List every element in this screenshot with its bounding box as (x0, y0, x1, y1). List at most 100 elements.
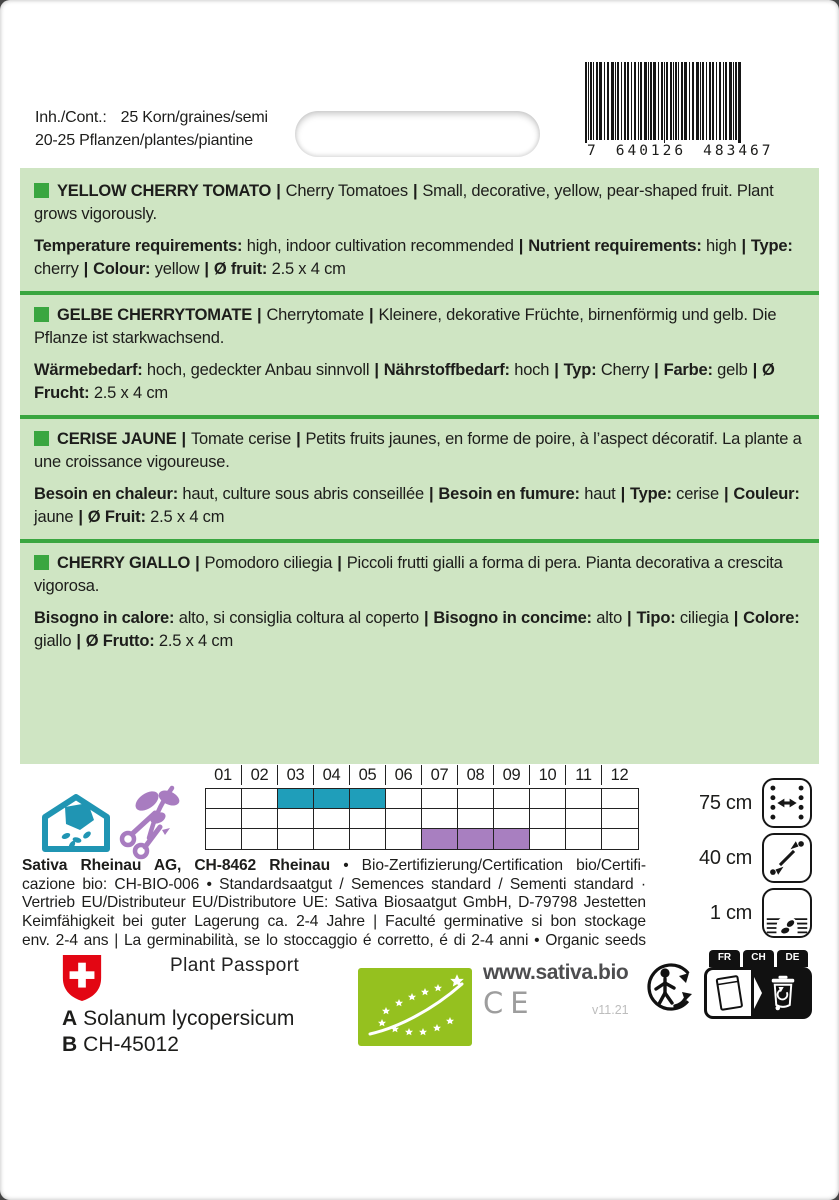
barcode-bar (664, 62, 665, 150)
contents-info: Inh./Cont.: 25 Korn/graines/semi 20-25 Pf… (35, 106, 268, 152)
separator: | (374, 361, 379, 379)
publisher-line: Vertrieb EU/Distributeur EU/Distributore… (22, 894, 646, 912)
passport-number-row: B CH-45012 (62, 1033, 179, 1057)
section-italian: CHERRY GIALLO | Pomodoro ciliegia | Piccoli … (20, 543, 819, 655)
calendar-cell (278, 809, 314, 829)
variety-subtitle: Cherrytomate (266, 306, 365, 324)
barcode-bar (666, 62, 668, 140)
barcode-bar (702, 62, 704, 140)
calendar-month-label: 09 (493, 765, 529, 785)
barcode-bar (648, 62, 649, 140)
barcode-bar (689, 62, 690, 140)
version-number: v11.21 (592, 1003, 629, 1017)
barcode-bar (627, 62, 629, 140)
barcode-bar (700, 62, 701, 140)
sowing-depth-label: 1 cm (709, 901, 752, 924)
paper-packet-icon (704, 967, 754, 1019)
plant-spacing-legend: 40 cm (688, 833, 812, 883)
barcode-bar (638, 62, 639, 140)
calendar-cell (494, 789, 530, 809)
sowing-calendar: 01 02 03 04 05 06 07 08 09 10 11 12 (205, 765, 639, 850)
calendar-cell-harvest (422, 829, 458, 849)
hang-hole (295, 111, 540, 157)
barcode-bar (607, 62, 609, 140)
variety-subtitle: Cherry Tomatoes (285, 182, 409, 200)
barcode-bar (588, 62, 589, 140)
publisher-line: env. 2-4 ans | La germinabilità, se lo s… (22, 931, 646, 949)
separator: | (412, 182, 418, 200)
calendar-cell-sowing-under-cover (314, 789, 350, 809)
variety-description: Petits fruits jaunes, en forme de poire,… (34, 430, 802, 471)
spec-key: Ø Fruit: (87, 508, 146, 526)
calendar-cell (350, 809, 386, 829)
calendar-cell (566, 829, 602, 849)
barcode: 7 640126 483467 (585, 62, 780, 159)
contents-value: 25 Korn/graines/semi (120, 109, 268, 126)
spec-value: alto, si consiglia coltura al coperto (174, 609, 419, 627)
calendar-cell-harvest (458, 829, 494, 849)
variety-title: GELBE CHERRYTOMATE (57, 306, 253, 324)
variety-header: GELBE CHERRYTOMATE | Cherrytomate | Kleinere… (34, 304, 805, 350)
spec-value: haut, culture sous abris conseillée (178, 485, 424, 503)
barcode-bar (593, 62, 594, 140)
spec-key: Ø Frutto: (85, 632, 155, 650)
calendar-cell (386, 829, 422, 849)
section-french: CERISE JAUNE | Tomate cerise | Petits fruits… (20, 419, 819, 531)
publisher-name: Sativa Rheinau AG, CH-8462 Rheinau (22, 857, 331, 874)
spec-value: 2.5 x 4 cm (145, 508, 225, 526)
spec-value: high, indoor cultivation recommended (242, 237, 514, 255)
calendar-month-label: 07 (421, 765, 457, 785)
calendar-cell-sowing-under-cover (278, 789, 314, 809)
separator: | (78, 508, 83, 526)
barcode-bar (634, 62, 636, 140)
separator: | (428, 485, 434, 503)
spec-value: high (701, 237, 737, 255)
contents-label: Inh./Cont.: (35, 109, 107, 126)
spec-value: ciliegia (675, 609, 729, 627)
variety-specs: Besoin en chaleur: haut, culture sous ab… (34, 483, 805, 529)
calendar-cell (386, 789, 422, 809)
spec-key: Colore: (743, 609, 800, 627)
spec-value: hoch, gedeckter Anbau sinnvoll (142, 361, 370, 379)
barcode-bar (696, 62, 699, 140)
spec-key: Ø fruit: (213, 260, 268, 278)
variety-subtitle: Tomate cerise (190, 430, 292, 448)
calendar-cell (602, 789, 638, 809)
spec-value: yellow (150, 260, 200, 278)
separator: | (257, 306, 262, 324)
barcode-bar (716, 62, 717, 140)
calendar-month-label: 01 (214, 765, 232, 784)
calendar-cell (530, 809, 566, 829)
separator: | (296, 430, 301, 448)
barcode-bar (617, 62, 619, 140)
calendar-cell (602, 809, 638, 829)
eu-organic-leaf-logo (358, 968, 472, 1046)
calendar-month-label: 06 (385, 765, 421, 785)
barcode-bar (604, 62, 605, 140)
country-tab-ch: CH (743, 950, 774, 967)
variety-description: Small, decorative, yellow, pear-shaped f… (34, 182, 774, 223)
barcode-bar (611, 62, 614, 140)
spec-key: Nutrient requirements: (528, 237, 702, 255)
passport-species: Solanum lycopersicum (83, 1007, 295, 1030)
calendar-cell (206, 789, 242, 809)
calendar-month-label: 11 (565, 765, 601, 785)
row-spacing-legend: 75 cm (688, 778, 812, 828)
spec-value: hoch (509, 361, 550, 379)
barcode-bar (615, 62, 616, 140)
separator: | (518, 237, 524, 255)
variety-description: Piccoli frutti gialli a forma di pera. P… (34, 554, 783, 595)
barcode-bar (733, 62, 734, 140)
section-divider (20, 539, 819, 543)
calendar-cell (566, 809, 602, 829)
separator: | (554, 361, 559, 379)
separator: | (204, 260, 209, 278)
spec-key: Bisogno in concime: (433, 609, 592, 627)
variety-title: YELLOW CHERRY TOMATO (57, 182, 272, 200)
barcode-bar (596, 62, 598, 140)
separator: | (76, 632, 81, 650)
section-divider (20, 415, 819, 419)
calendar-cell (206, 829, 242, 849)
spec-value: jaune (34, 508, 74, 526)
swiss-cross-shield-icon (62, 955, 102, 1001)
